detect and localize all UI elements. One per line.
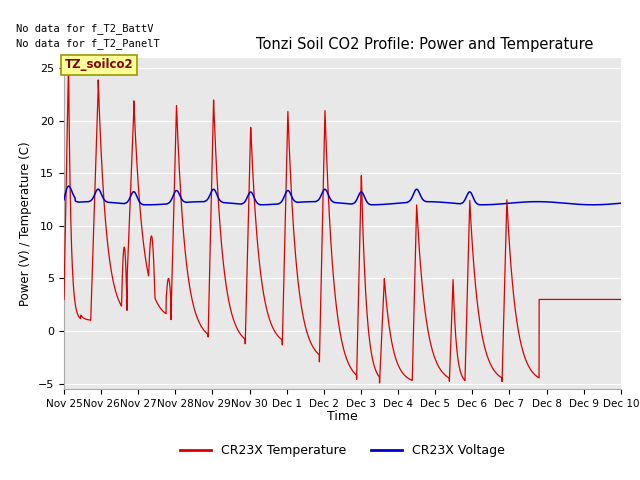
- Text: Tonzi Soil CO2 Profile: Power and Temperature: Tonzi Soil CO2 Profile: Power and Temper…: [255, 37, 593, 52]
- X-axis label: Time: Time: [327, 410, 358, 423]
- Text: TZ_soilco2: TZ_soilco2: [65, 58, 133, 71]
- Text: No data for f_T2_BattV: No data for f_T2_BattV: [16, 23, 154, 34]
- Text: No data for f_T2_PanelT: No data for f_T2_PanelT: [16, 37, 160, 48]
- Legend: CR23X Temperature, CR23X Voltage: CR23X Temperature, CR23X Voltage: [175, 439, 510, 462]
- Y-axis label: Power (V) / Temperature (C): Power (V) / Temperature (C): [19, 141, 33, 305]
